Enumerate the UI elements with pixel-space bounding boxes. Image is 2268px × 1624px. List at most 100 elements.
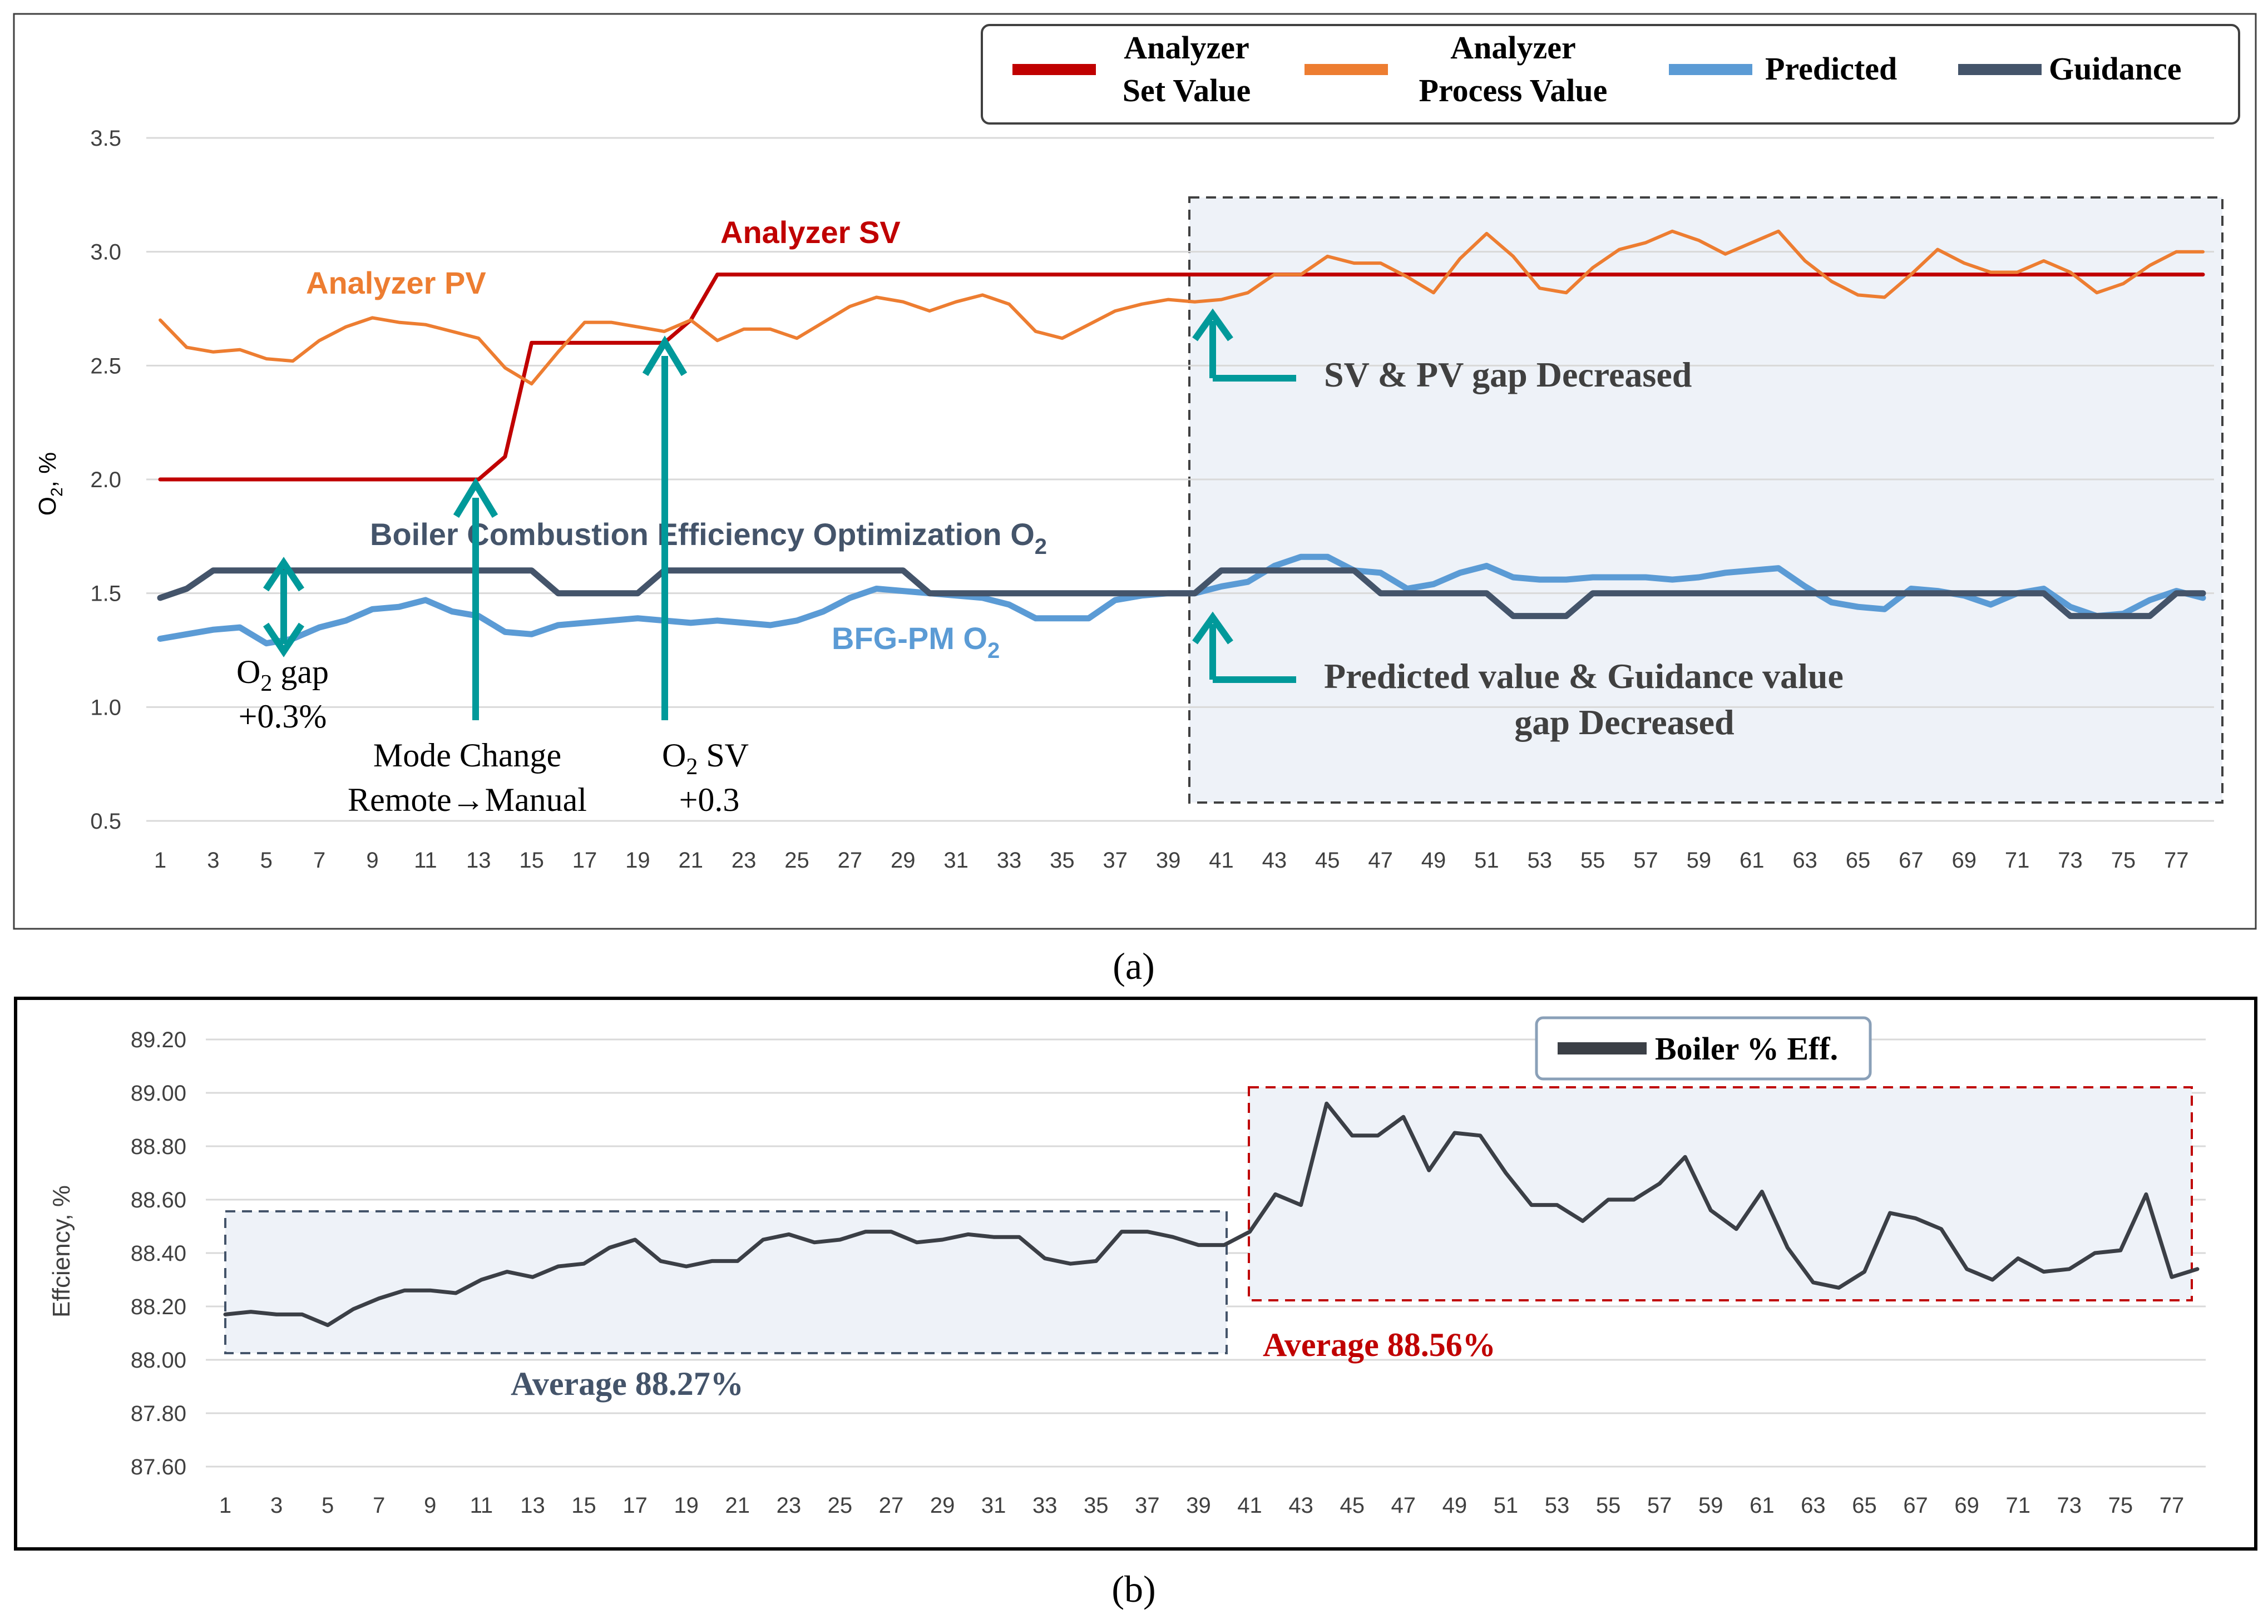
x-tick-label: 67 bbox=[1903, 1493, 1928, 1518]
x-tick-label: 41 bbox=[1237, 1493, 1262, 1518]
x-tick-label: 51 bbox=[1474, 848, 1499, 873]
y-tick-label: 2.0 bbox=[90, 468, 121, 492]
x-tick-label: 55 bbox=[1596, 1493, 1621, 1518]
y-tick-label: 87.60 bbox=[131, 1455, 186, 1479]
x-tick-label: 53 bbox=[1545, 1493, 1570, 1518]
x-tick-label: 5 bbox=[260, 848, 273, 873]
annotation-pred-guidance-gap-line2: gap Decreased bbox=[1514, 702, 1734, 742]
x-tick-label: 7 bbox=[313, 848, 325, 873]
x-tick-label: 77 bbox=[2164, 848, 2189, 873]
x-tick-label: 21 bbox=[679, 848, 704, 873]
x-tick-label: 3 bbox=[270, 1493, 283, 1518]
x-tick-label: 63 bbox=[1801, 1493, 1826, 1518]
legend-box bbox=[1535, 1016, 1872, 1081]
x-tick-label: 59 bbox=[1687, 848, 1712, 873]
x-tick-label: 27 bbox=[879, 1493, 904, 1518]
panel-a-label: (a) bbox=[1113, 945, 1154, 987]
x-tick-label: 25 bbox=[784, 848, 809, 873]
series-line-pv bbox=[159, 229, 2205, 386]
y-axis-label: Effciency, % bbox=[48, 1185, 75, 1318]
x-tick-label: 65 bbox=[1852, 1493, 1877, 1518]
x-tick-label: 19 bbox=[625, 848, 650, 873]
panel-b-chart: 87.60 87.80 88.00 88.20 88.40 88.60 88.80 89.00… bbox=[14, 997, 2257, 1610]
x-tick-label: 59 bbox=[1698, 1493, 1723, 1518]
y-tick-label: 1.0 bbox=[90, 695, 121, 720]
x-tick-label: 75 bbox=[2108, 1493, 2133, 1518]
x-tick-label: 41 bbox=[1209, 848, 1234, 873]
x-tick-label: 33 bbox=[1032, 1493, 1058, 1518]
x-tick-label: 35 bbox=[1084, 1493, 1109, 1518]
annotation-analyzer-pv: Analyzer PV bbox=[306, 265, 486, 300]
x-tick-label: 71 bbox=[2005, 1493, 2030, 1518]
x-tick-label: 55 bbox=[1580, 848, 1605, 873]
panel-b-label: (b) bbox=[1111, 1568, 1155, 1610]
x-tick-label: 1 bbox=[219, 1493, 231, 1518]
y-tick-label: 0.5 bbox=[90, 809, 121, 834]
legend-label-eff: Boiler % Eff. bbox=[1655, 1031, 1838, 1067]
x-tick-label: 49 bbox=[1442, 1493, 1467, 1518]
annotation-average-before: Average 88.27% bbox=[511, 1365, 744, 1402]
x-tick-label: 17 bbox=[622, 1493, 648, 1518]
highlight-region-after bbox=[1248, 1086, 2193, 1301]
x-tick-label: 61 bbox=[1750, 1493, 1775, 1518]
annotation-average-after: Average 88.56% bbox=[1263, 1326, 1496, 1363]
y-tick-label: 88.40 bbox=[131, 1241, 186, 1266]
arrow-sv-pv-gap bbox=[1192, 308, 1296, 382]
x-tick-label: 1 bbox=[154, 848, 166, 873]
series-lines bbox=[157, 229, 2206, 647]
x-tick-label: 37 bbox=[1135, 1493, 1160, 1518]
y-tick-label: 1.5 bbox=[90, 582, 121, 606]
x-tick-label: 5 bbox=[322, 1493, 334, 1518]
x-tick-label: 9 bbox=[424, 1493, 436, 1518]
x-tick-label: 57 bbox=[1633, 848, 1658, 873]
legend-box bbox=[981, 24, 2240, 125]
legend-label-pv-line2: Process Value bbox=[1419, 72, 1608, 108]
x-tick-label: 3 bbox=[207, 848, 219, 873]
series-line-guidance bbox=[157, 567, 2206, 620]
annotation-mode-change-line2: Remote→Manual bbox=[348, 781, 587, 818]
x-tick-label: 47 bbox=[1368, 848, 1393, 873]
legend: Boiler % Eff. bbox=[1535, 1016, 1872, 1081]
y-tick-labels: 0.5 1.0 1.5 2.0 2.5 3.0 3.5 bbox=[90, 126, 121, 834]
y-tick-label: 3.0 bbox=[90, 240, 121, 265]
x-tick-label: 69 bbox=[1952, 848, 1977, 873]
x-tick-label: 43 bbox=[1262, 848, 1287, 873]
x-tick-label: 15 bbox=[519, 848, 544, 873]
x-tick-label: 29 bbox=[930, 1493, 955, 1518]
x-tick-label: 27 bbox=[838, 848, 863, 873]
double-arrow-o2-gap bbox=[263, 557, 304, 657]
x-tick-label: 13 bbox=[466, 848, 491, 873]
series-line-eff bbox=[223, 1101, 2200, 1328]
y-tick-labels: 87.60 87.80 88.00 88.20 88.40 88.60 88.80 89.00… bbox=[131, 1028, 186, 1479]
y-axis-label: O2, % bbox=[34, 452, 66, 516]
x-tick-label: 21 bbox=[725, 1493, 750, 1518]
y-tick-label: 2.5 bbox=[90, 354, 121, 378]
x-tick-label: 65 bbox=[1846, 848, 1871, 873]
x-tick-label: 15 bbox=[571, 1493, 596, 1518]
highlight-region-a bbox=[1188, 196, 2223, 804]
x-tick-label: 61 bbox=[1740, 848, 1765, 873]
x-tick-label: 11 bbox=[414, 848, 437, 873]
legend-label-pv-line1: Analyzer bbox=[1450, 29, 1576, 66]
x-tick-label: 63 bbox=[1792, 848, 1817, 873]
y-tick-label: 88.80 bbox=[131, 1135, 186, 1159]
x-tick-label: 77 bbox=[2160, 1493, 2185, 1518]
x-tick-label: 51 bbox=[1494, 1493, 1519, 1518]
x-tick-label: 31 bbox=[981, 1493, 1006, 1518]
x-tick-label: 57 bbox=[1647, 1493, 1672, 1518]
x-tick-label: 19 bbox=[674, 1493, 699, 1518]
y-tick-label: 89.00 bbox=[131, 1081, 186, 1106]
x-tick-labels: 1 3 5 7 9 11 13 15 17 19 21 23 25 27 29 31 33 35 37 39 41 43 4… bbox=[154, 848, 2189, 873]
y-tick-label: 88.60 bbox=[131, 1188, 186, 1212]
x-tick-label: 73 bbox=[2058, 848, 2083, 873]
y-tick-label: 88.00 bbox=[131, 1348, 186, 1373]
x-tick-label: 23 bbox=[732, 848, 757, 873]
y-tick-label: 88.20 bbox=[131, 1295, 186, 1319]
annotation-analyzer-sv: Analyzer SV bbox=[720, 215, 901, 250]
x-tick-label: 73 bbox=[2057, 1493, 2082, 1518]
annotation-bfg-pm: BFG-PM O2 bbox=[832, 621, 1000, 663]
series-line-sv bbox=[158, 273, 2205, 482]
arrow-mode-change bbox=[453, 477, 498, 720]
x-tick-label: 45 bbox=[1315, 848, 1340, 873]
